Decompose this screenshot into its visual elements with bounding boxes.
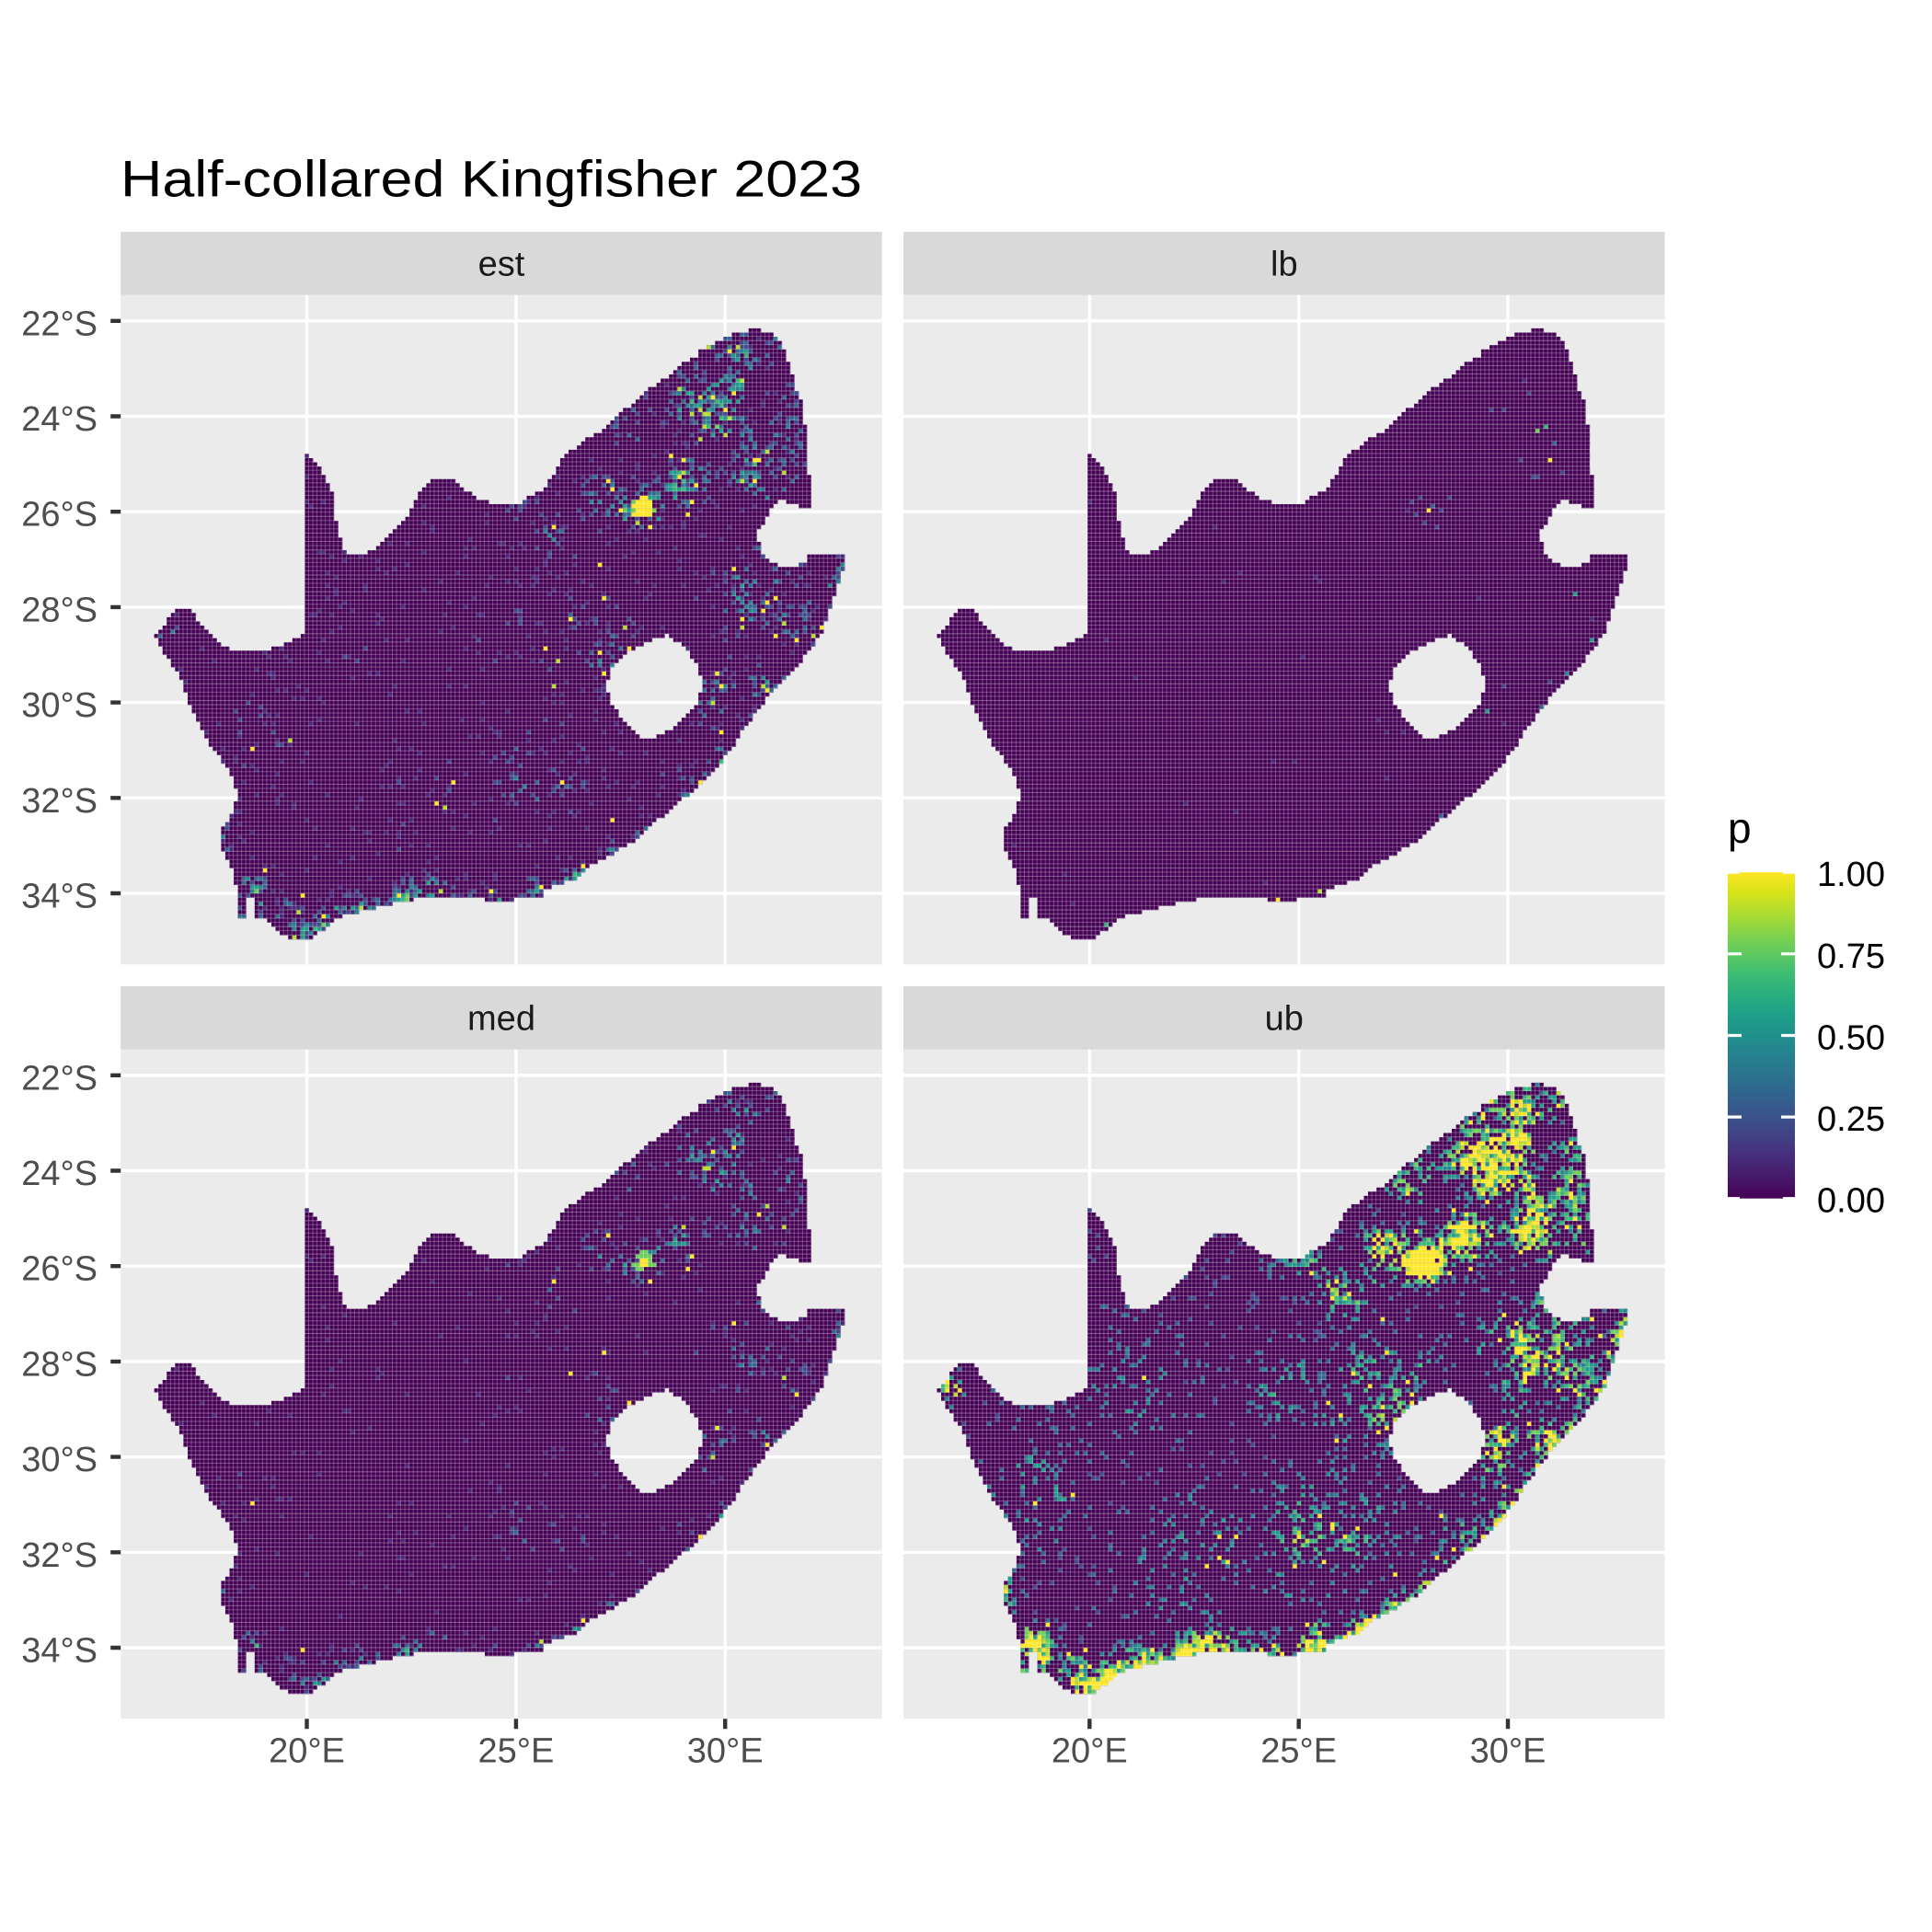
svg-text:32°S: 32°S	[21, 1536, 98, 1575]
svg-text:26°S: 26°S	[21, 1250, 98, 1289]
svg-text:1.00: 1.00	[1817, 856, 1885, 894]
svg-text:0.75: 0.75	[1817, 937, 1885, 976]
svg-text:lb: lb	[1271, 245, 1298, 283]
svg-text:30°E: 30°E	[1470, 1731, 1547, 1770]
svg-text:med: med	[467, 999, 535, 1038]
svg-text:ub: ub	[1265, 999, 1304, 1038]
svg-text:est: est	[478, 245, 525, 283]
svg-text:22°S: 22°S	[21, 1059, 98, 1098]
svg-text:0.00: 0.00	[1817, 1182, 1885, 1221]
svg-text:20°E: 20°E	[269, 1731, 345, 1770]
svg-text:20°E: 20°E	[1052, 1731, 1128, 1770]
svg-text:32°S: 32°S	[21, 782, 98, 821]
svg-text:24°S: 24°S	[21, 400, 98, 439]
svg-text:30°S: 30°S	[21, 686, 98, 725]
svg-text:0.50: 0.50	[1817, 1019, 1885, 1058]
svg-text:p: p	[1728, 804, 1752, 852]
svg-text:30°S: 30°S	[21, 1441, 98, 1479]
svg-text:25°E: 25°E	[1260, 1731, 1337, 1770]
svg-text:0.25: 0.25	[1817, 1100, 1885, 1139]
svg-text:34°S: 34°S	[21, 1632, 98, 1671]
svg-text:24°S: 24°S	[21, 1155, 98, 1193]
svg-text:34°S: 34°S	[21, 878, 98, 916]
svg-text:30°E: 30°E	[687, 1731, 764, 1770]
svg-text:Half-collared Kingfisher 2023: Half-collared Kingfisher 2023	[121, 150, 862, 208]
svg-text:28°S: 28°S	[21, 1345, 98, 1384]
svg-text:28°S: 28°S	[21, 591, 98, 629]
svg-text:26°S: 26°S	[21, 496, 98, 535]
svg-text:22°S: 22°S	[21, 305, 98, 343]
svg-text:25°E: 25°E	[477, 1731, 554, 1770]
